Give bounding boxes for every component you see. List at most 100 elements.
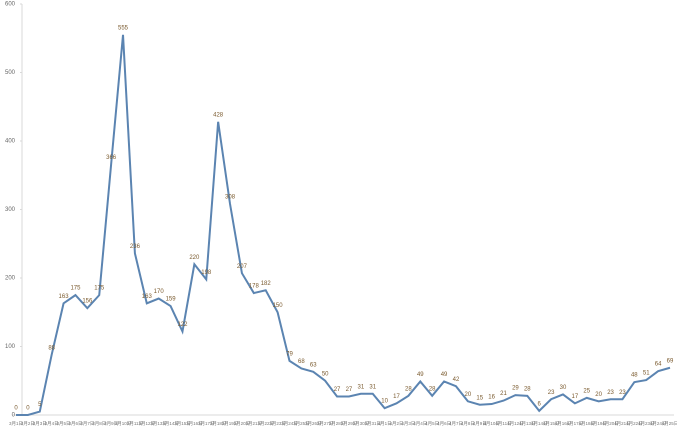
- data-label: 31: [357, 384, 364, 390]
- x-tick-label: 3月14日: [162, 421, 179, 427]
- data-label: 20: [595, 392, 602, 398]
- data-label: 29: [512, 386, 519, 392]
- data-label: 16: [488, 395, 495, 401]
- x-tick-label: 4月8日: [461, 421, 475, 427]
- x-tick-label: 4月18日: [579, 421, 596, 427]
- x-tick-label: 4月7日: [449, 421, 463, 427]
- data-label: 236: [130, 244, 141, 250]
- data-label: 163: [59, 294, 70, 300]
- data-label: 25: [583, 388, 590, 394]
- data-label: 49: [417, 372, 424, 378]
- x-tick-label: 3月1日: [9, 421, 23, 427]
- x-tick-label: 4月2日: [390, 421, 404, 427]
- data-label: 17: [572, 394, 579, 400]
- x-tick-label: 4月25日: [662, 421, 677, 427]
- data-label: 88: [48, 345, 55, 351]
- y-tick-label: 600: [5, 2, 16, 8]
- data-label: 49: [441, 372, 448, 378]
- y-tick-label: 100: [5, 344, 16, 350]
- x-tick-label: 3月17日: [198, 421, 215, 427]
- data-label: 150: [273, 303, 284, 309]
- x-tick-label: 4月4日: [413, 421, 427, 427]
- data-label: 175: [94, 286, 105, 292]
- data-label: 64: [655, 362, 662, 368]
- x-tick-label: 3月8日: [92, 421, 106, 427]
- y-tick-label: 500: [5, 70, 16, 76]
- x-tick-label: 4月12日: [507, 421, 524, 427]
- x-tick-label: 3月6日: [68, 421, 82, 427]
- data-label: 27: [346, 387, 353, 393]
- data-label: 17: [393, 394, 400, 400]
- data-label: 178: [249, 284, 260, 290]
- x-tick-label: 3月12日: [139, 421, 156, 427]
- data-label: 170: [154, 289, 165, 295]
- data-label: 5: [38, 402, 42, 408]
- y-tick-label: 400: [5, 139, 16, 145]
- x-tick-label: 4月21日: [614, 421, 631, 427]
- x-tick-label: 3月25日: [293, 421, 310, 427]
- x-tick-label: 4月23日: [638, 421, 655, 427]
- x-tick-label: 4月1日: [378, 421, 392, 427]
- x-tick-label: 3月13日: [150, 421, 167, 427]
- data-label: 51: [643, 371, 650, 377]
- x-tick-label: 3月21日: [246, 421, 263, 427]
- x-tick-label: 4月5日: [425, 421, 439, 427]
- data-label: 428: [213, 112, 224, 118]
- line-series: [16, 34, 671, 416]
- x-tick-label: 4月3日: [401, 421, 415, 427]
- data-label: 27: [334, 387, 341, 393]
- x-tick-label: 3月31日: [364, 421, 381, 427]
- x-tick-label: 3月30日: [353, 421, 370, 427]
- x-tick-label: 4月16日: [555, 421, 572, 427]
- x-tick-label: 3月3日: [33, 421, 47, 427]
- data-label: 122: [177, 322, 188, 328]
- x-tick-label: 3月19日: [222, 421, 239, 427]
- x-tick-label: 3月7日: [80, 421, 94, 427]
- x-tick-label: 3月24日: [281, 421, 298, 427]
- x-tick-label: 3月15日: [174, 421, 191, 427]
- data-label: 207: [237, 264, 248, 270]
- data-label: 220: [189, 255, 200, 261]
- data-label: 79: [286, 351, 293, 357]
- x-tick-label: 3月11日: [127, 421, 143, 427]
- x-tick-label: 4月13日: [519, 421, 536, 427]
- data-label: 23: [548, 390, 555, 396]
- data-label: 42: [453, 377, 460, 383]
- x-tick-label: 4月11日: [495, 421, 511, 427]
- data-label: 182: [261, 281, 272, 287]
- data-label: 163: [142, 294, 153, 300]
- x-tick-label: 3月4日: [45, 421, 59, 427]
- data-label: 23: [619, 390, 626, 396]
- data-label: 366: [106, 155, 117, 161]
- data-label: 50: [322, 371, 329, 377]
- y-tick-label: 300: [5, 207, 16, 213]
- x-tick-label: 3月26日: [305, 421, 322, 427]
- x-tick-label: 4月9日: [473, 421, 487, 427]
- y-tick-label: 0: [12, 413, 16, 419]
- data-label: 6: [538, 401, 542, 407]
- data-label: 28: [524, 386, 531, 392]
- data-label: 28: [405, 386, 412, 392]
- data-label: 15: [476, 395, 483, 401]
- x-tick-label: 4月22日: [626, 421, 643, 427]
- data-label: 10: [381, 399, 388, 405]
- data-label: 555: [118, 25, 129, 31]
- data-label: 0: [14, 406, 18, 412]
- data-label: 0: [26, 406, 30, 412]
- data-label: 21: [500, 391, 507, 397]
- data-label: 159: [166, 297, 177, 303]
- data-label: 20: [465, 392, 472, 398]
- x-tick-label: 3月2日: [21, 421, 35, 427]
- x-tick-label: 3月20日: [234, 421, 251, 427]
- x-tick-label: 3月5日: [57, 421, 71, 427]
- x-tick-label: 3月22日: [257, 421, 274, 427]
- x-tick-label: 4月24日: [650, 421, 667, 427]
- data-label: 156: [82, 299, 93, 305]
- data-label: 198: [201, 270, 212, 276]
- x-tick-label: 3月9日: [104, 421, 118, 427]
- x-tick-label: 4月17日: [567, 421, 584, 427]
- x-tick-label: 4月14日: [531, 421, 548, 427]
- x-tick-label: 3月23日: [269, 421, 286, 427]
- data-label: 30: [560, 385, 567, 391]
